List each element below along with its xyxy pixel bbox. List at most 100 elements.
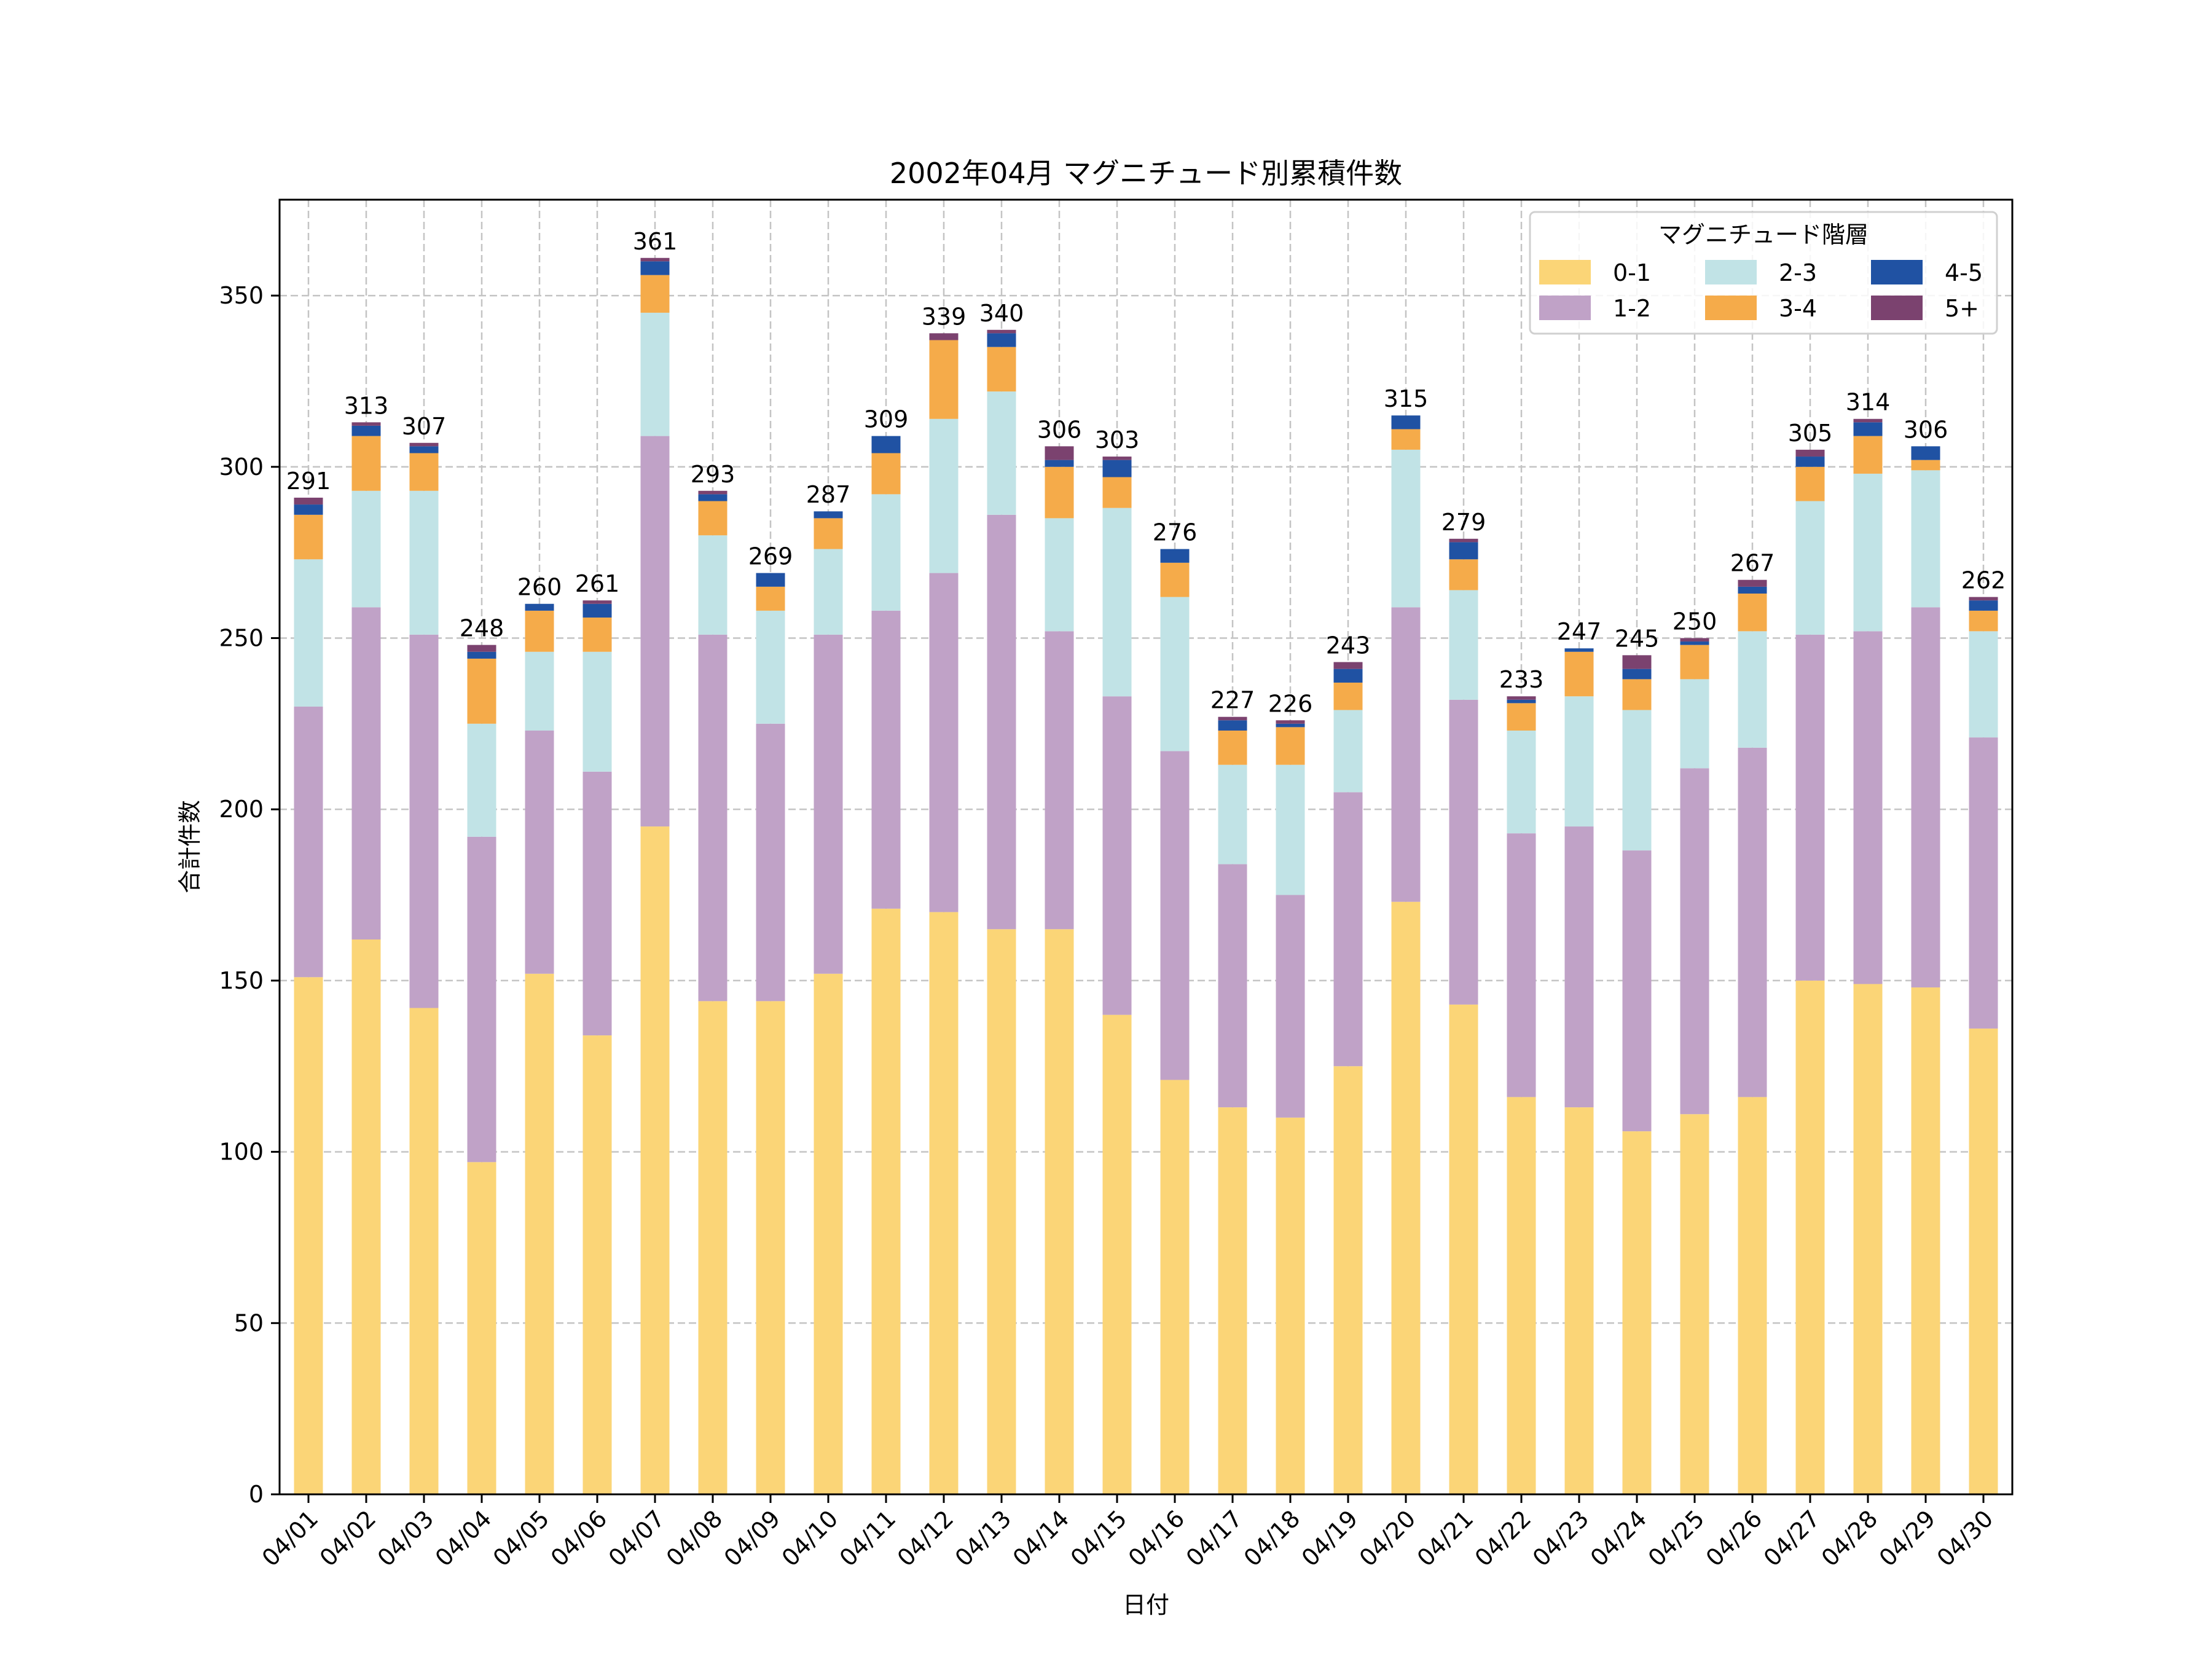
bar-segment-4-5 [698,494,728,501]
bar-segment-3-4 [1102,477,1132,508]
bar-segment-5+ [1622,655,1652,669]
bar-segment-5+ [582,600,612,604]
total-label: 291 [286,468,331,495]
x-axis-label: 日付 [1123,1591,1169,1618]
bar-segment-2-3 [1680,679,1709,769]
bar-segment-2-3 [814,549,843,635]
legend-swatch [1539,296,1591,320]
bar-segment-5+ [1853,418,1883,423]
bar-segment-3-4 [640,275,670,313]
bar-segment-1-2 [351,607,381,939]
bar-segment-3-4 [1449,559,1478,590]
legend-label: 1-2 [1613,295,1651,322]
bar-segment-0-1 [756,1001,785,1494]
legend-item-3-4: 3-4 [1705,295,1817,322]
bar-segment-1-2 [467,836,496,1163]
bar-segment-3-4 [1391,429,1421,450]
bar-segment-2-3 [929,418,959,573]
bar-segment-3-4 [756,586,785,611]
bar-segment-1-2 [640,436,670,827]
total-label: 306 [1904,416,1948,443]
total-label: 279 [1441,509,1486,536]
bar-segment-3-4 [294,514,323,560]
y-tick-label: 100 [219,1139,264,1166]
bar-segment-3-4 [1160,562,1190,597]
bar-segment-5+ [1738,579,1767,587]
bar-segment-1-2 [1738,747,1767,1097]
bar-segment-2-3 [409,490,439,635]
bar-segment-4-5 [756,573,785,587]
bar-segment-4-5 [1160,549,1190,563]
legend-swatch [1871,296,1923,320]
total-label: 269 [748,543,793,570]
bar-segment-0-1 [1160,1080,1190,1494]
bar-segment-2-3 [756,610,785,724]
bar-segment-3-4 [1045,466,1074,519]
bar-segment-0-1 [814,973,843,1494]
bar-segment-3-4 [351,436,381,491]
legend-items: 0-1 1-2 2-3 3-4 4-5 5+ [1539,259,1983,322]
legend-swatch [1871,260,1923,284]
bar-segment-2-3 [467,723,496,837]
total-label: 287 [806,481,851,508]
bar-segment-4-5 [525,603,554,611]
bar-segment-0-1 [582,1035,612,1494]
total-label: 315 [1384,385,1429,412]
bar-segment-1-2 [1507,833,1536,1097]
bar-segment-3-4 [929,340,959,419]
y-tick-label: 350 [219,282,264,309]
bar-segment-3-4 [1564,651,1594,697]
legend-item-2-3: 2-3 [1705,259,1817,286]
bar-segment-5+ [467,645,496,652]
bar-segment-3-4 [1911,460,1940,471]
bar-segment-4-5 [1853,422,1883,436]
bar-segment-3-4 [1218,730,1247,765]
total-label: 226 [1268,690,1313,717]
bar-segment-1-2 [1911,607,1940,988]
bar-segment-4-5 [1276,723,1305,728]
bar-segment-1-2 [294,706,323,978]
bar-segment-0-1 [987,929,1016,1494]
bar-segment-0-1 [351,939,381,1494]
bar-segment-3-4 [987,347,1016,392]
bar-segment-3-4 [1276,727,1305,765]
bar-segment-3-4 [1333,682,1363,710]
bar-segment-1-2 [1795,634,1825,981]
bar-segment-3-4 [1622,679,1652,710]
bar-segment-2-3 [1564,696,1594,827]
bar-segment-2-3 [1160,597,1190,751]
y-tick-label: 250 [219,624,264,651]
total-label: 262 [1961,567,2006,594]
bar-segment-4-5 [294,504,323,515]
bar-segment-4-5 [1680,641,1709,645]
bar-segment-4-5 [1102,460,1132,477]
bar-segment-4-5 [582,603,612,618]
bar-segment-2-3 [698,535,728,635]
bar-segment-1-2 [1969,737,1998,1029]
bar-segment-0-1 [467,1162,496,1494]
legend-item-5+: 5+ [1871,295,1979,322]
bar-segment-4-5 [1969,600,1998,611]
legend-swatch [1705,296,1757,320]
bar-segment-4-5 [409,446,439,453]
bar-segment-5+ [1507,696,1536,700]
bar-segment-2-3 [1449,590,1478,700]
bar-segment-1-2 [1333,792,1363,1067]
bar-segment-0-1 [929,912,959,1494]
bar-segment-2-3 [1853,473,1883,632]
total-label: 261 [575,570,620,597]
bar-segment-2-3 [1218,764,1247,865]
total-label: 340 [979,300,1024,327]
bar-segment-1-2 [1622,850,1652,1132]
bar-segment-4-5 [1564,648,1594,652]
bar-segment-2-3 [871,494,901,611]
bar-segment-2-3 [1969,631,1998,738]
bar-segment-1-2 [1102,696,1132,1015]
bar-segment-4-5 [1333,669,1363,683]
total-label: 233 [1499,666,1544,693]
total-label: 303 [1095,426,1140,453]
bar-segment-5+ [698,490,728,495]
y-tick-label: 50 [234,1309,264,1336]
bar-segment-1-2 [1391,607,1421,902]
bar-segment-5+ [987,329,1016,334]
